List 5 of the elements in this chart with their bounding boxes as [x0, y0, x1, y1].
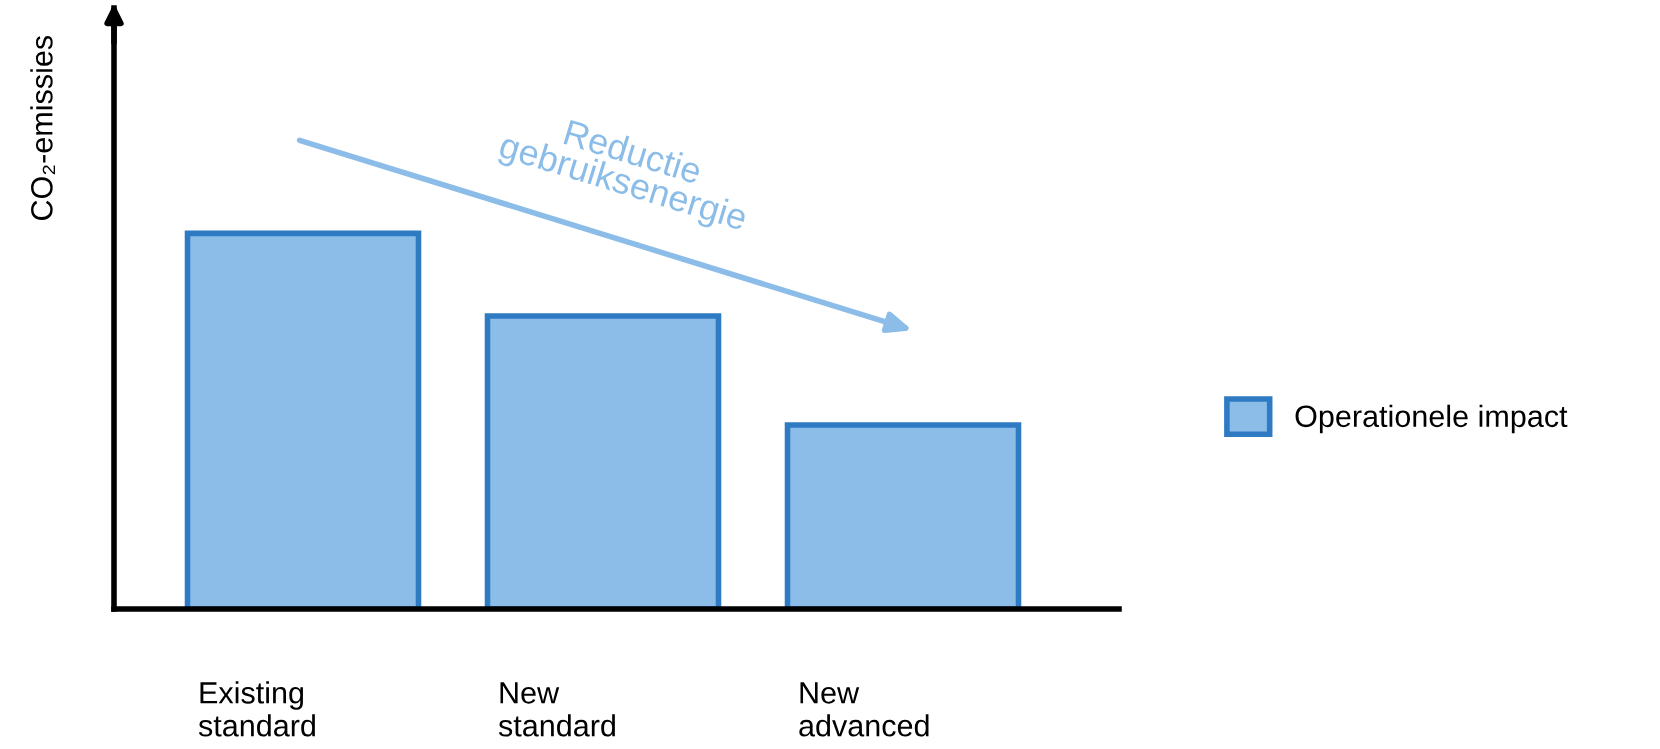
x-tick-label: Existing standard [198, 681, 315, 737]
x-tick-label: New advanced [799, 682, 929, 737]
legend-label: Operationele impact [1295, 404, 1568, 434]
y-axis-title: CO₂-emissies [30, 35, 55, 221]
x-tick-label: New standard [498, 682, 615, 737]
